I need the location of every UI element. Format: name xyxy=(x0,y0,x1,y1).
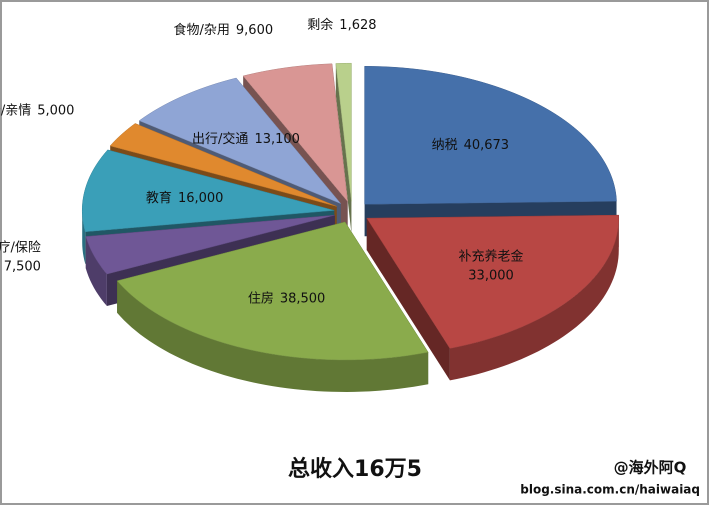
source: blog.sina.com.cn/haiwaiaq xyxy=(520,483,700,497)
label-value: 13,100 xyxy=(254,132,300,147)
data-label: 剩余 1,628 xyxy=(307,16,376,32)
slice-wall xyxy=(449,218,619,381)
label-value: 33,000 xyxy=(468,268,514,283)
label-name: 父母/亲情 xyxy=(0,103,31,118)
labels: 纳税 40,673 补充养老金 33,000 住房 38,500 医疗/保险 7,500 教育 1… xyxy=(0,16,524,305)
data-label: 补充养老金 33,000 xyxy=(459,248,524,283)
label-value: 38,500 xyxy=(280,291,326,306)
slice-side xyxy=(366,218,450,381)
label-name: 出行/交通 xyxy=(192,131,248,147)
slice xyxy=(364,66,617,205)
pie xyxy=(81,62,620,392)
label-name: 补充养老金 xyxy=(459,248,524,264)
label-name: 教育 xyxy=(146,190,172,206)
label-value: 7,500 xyxy=(4,259,41,274)
label-value: 5,000 xyxy=(37,103,74,118)
label-name: 纳税 xyxy=(432,138,458,153)
label-name: 住房 xyxy=(248,290,274,306)
slice xyxy=(85,214,335,275)
data-label: 父母/亲情 5,000 xyxy=(0,103,74,118)
label-value: 16,000 xyxy=(178,191,224,206)
data-label: 食物/杂用 9,600 xyxy=(174,22,274,38)
slice xyxy=(242,63,348,203)
slice-wall xyxy=(117,280,429,392)
label-value: 9,600 xyxy=(236,23,273,38)
slice xyxy=(116,221,429,361)
label-name: 医疗/保险 xyxy=(0,240,41,255)
slice xyxy=(138,77,341,204)
data-label: 出行/交通 13,100 xyxy=(192,131,300,147)
label-value: 1,628 xyxy=(339,17,376,32)
label-name: 食物/杂用 xyxy=(174,22,230,38)
slice xyxy=(109,123,337,207)
label-value: 40,673 xyxy=(464,138,510,153)
watermark: @海外阿Q xyxy=(614,459,687,477)
slice xyxy=(335,62,352,202)
data-label: 教育 16,000 xyxy=(146,190,224,206)
slice xyxy=(81,149,335,233)
data-label: 住房 38,500 xyxy=(248,290,326,306)
chart-title: 总收入16万5 xyxy=(288,456,422,482)
data-label: 纳税 40,673 xyxy=(432,138,510,153)
data-label: 医疗/保险 7,500 xyxy=(0,240,41,274)
slice-side xyxy=(335,63,352,234)
slice-wall xyxy=(85,236,107,307)
label-name: 剩余 xyxy=(307,16,333,32)
slice xyxy=(366,214,620,349)
slice-wall xyxy=(82,210,86,264)
